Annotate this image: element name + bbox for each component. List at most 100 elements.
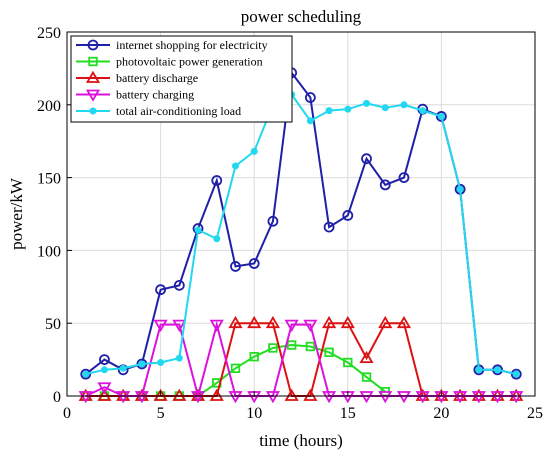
data-point bbox=[378, 315, 393, 329]
data-point bbox=[228, 315, 243, 329]
data-point bbox=[322, 391, 337, 404]
data-point bbox=[211, 175, 223, 186]
data-point bbox=[153, 319, 168, 332]
legend-label: internet shopping for electricity bbox=[116, 38, 268, 52]
data-point bbox=[248, 258, 260, 269]
y-tick-label: 0 bbox=[53, 389, 61, 406]
data-point bbox=[157, 359, 165, 367]
data-point bbox=[82, 370, 90, 378]
data-point bbox=[100, 366, 108, 374]
x-tick-label: 0 bbox=[63, 405, 71, 422]
x-tick-label: 5 bbox=[157, 405, 165, 422]
x-tick-label: 25 bbox=[527, 405, 543, 422]
data-point bbox=[398, 172, 410, 184]
data-point bbox=[230, 363, 241, 374]
legend-marker bbox=[89, 107, 97, 115]
data-point bbox=[116, 391, 131, 404]
data-point bbox=[303, 319, 318, 332]
data-point bbox=[400, 101, 408, 109]
data-point bbox=[155, 284, 167, 296]
data-point bbox=[344, 105, 352, 113]
data-point bbox=[80, 368, 92, 380]
data-point bbox=[265, 315, 280, 329]
data-point bbox=[250, 147, 258, 155]
data-point bbox=[304, 92, 316, 103]
x-axis-title: time (hours) bbox=[259, 431, 343, 450]
data-point bbox=[247, 315, 262, 329]
data-point bbox=[306, 117, 314, 125]
legend-label: battery discharge bbox=[116, 71, 198, 85]
legend-marker bbox=[87, 39, 99, 51]
data-point bbox=[284, 319, 299, 332]
data-point bbox=[284, 388, 299, 401]
data-point bbox=[249, 351, 259, 362]
y-tick-label: 200 bbox=[37, 98, 61, 115]
data-point bbox=[324, 347, 334, 358]
series-4 bbox=[78, 319, 524, 404]
data-point bbox=[323, 221, 335, 233]
data-point bbox=[340, 315, 355, 329]
data-point bbox=[231, 162, 239, 170]
data-point bbox=[303, 388, 318, 401]
data-point bbox=[396, 315, 412, 329]
data-point bbox=[173, 279, 185, 291]
data-point bbox=[475, 366, 483, 374]
series-5 bbox=[82, 91, 520, 378]
legend-items: internet shopping for electricity photovo… bbox=[76, 38, 268, 118]
data-point bbox=[134, 391, 149, 404]
legend-item: battery charging bbox=[76, 88, 194, 102]
data-point bbox=[175, 354, 183, 362]
chart-title: power scheduling bbox=[241, 7, 362, 26]
data-point bbox=[453, 391, 468, 404]
legend-item: battery discharge bbox=[76, 70, 198, 85]
data-point bbox=[268, 343, 278, 353]
data-point bbox=[471, 391, 486, 404]
data-point bbox=[437, 112, 445, 120]
data-point bbox=[415, 391, 430, 404]
data-point bbox=[138, 360, 146, 368]
data-point bbox=[209, 319, 224, 332]
legend-item: total air-conditioning load bbox=[76, 104, 241, 118]
data-point bbox=[97, 382, 112, 395]
data-point bbox=[97, 388, 112, 401]
legend-label: photovoltaic power generation bbox=[116, 55, 263, 69]
data-point bbox=[456, 185, 464, 193]
y-tick-label: 150 bbox=[37, 171, 61, 188]
data-point bbox=[494, 366, 502, 374]
data-point bbox=[325, 107, 333, 115]
data-point bbox=[194, 226, 202, 234]
data-point bbox=[512, 370, 520, 378]
data-point bbox=[172, 388, 187, 401]
legend-marker bbox=[85, 89, 101, 102]
series-line bbox=[85, 320, 517, 400]
data-point bbox=[99, 354, 110, 366]
data-point bbox=[172, 319, 187, 332]
series-line bbox=[85, 344, 386, 397]
data-point bbox=[267, 215, 279, 227]
data-point bbox=[509, 391, 524, 404]
data-point bbox=[265, 391, 280, 404]
x-tick-label: 20 bbox=[433, 405, 449, 422]
data-point bbox=[396, 391, 412, 404]
legend-item: internet shopping for electricity bbox=[76, 38, 268, 52]
data-point bbox=[379, 179, 391, 191]
legend-marker bbox=[88, 56, 98, 67]
legend-item: photovoltaic power generation bbox=[76, 55, 263, 69]
x-tick-label: 15 bbox=[340, 405, 356, 422]
data-point bbox=[378, 391, 393, 404]
legend: internet shopping for electricity photovo… bbox=[70, 35, 293, 123]
legend-label: total air-conditioning load bbox=[116, 104, 241, 118]
data-point bbox=[510, 368, 522, 380]
data-point bbox=[305, 341, 316, 352]
data-point bbox=[361, 372, 372, 382]
legend-label: battery charging bbox=[116, 88, 194, 102]
legend-marker bbox=[85, 70, 101, 83]
data-point bbox=[322, 315, 337, 329]
plot-frame bbox=[66, 31, 536, 397]
data-point bbox=[435, 111, 447, 122]
data-point bbox=[381, 104, 389, 112]
data-point bbox=[286, 340, 297, 350]
